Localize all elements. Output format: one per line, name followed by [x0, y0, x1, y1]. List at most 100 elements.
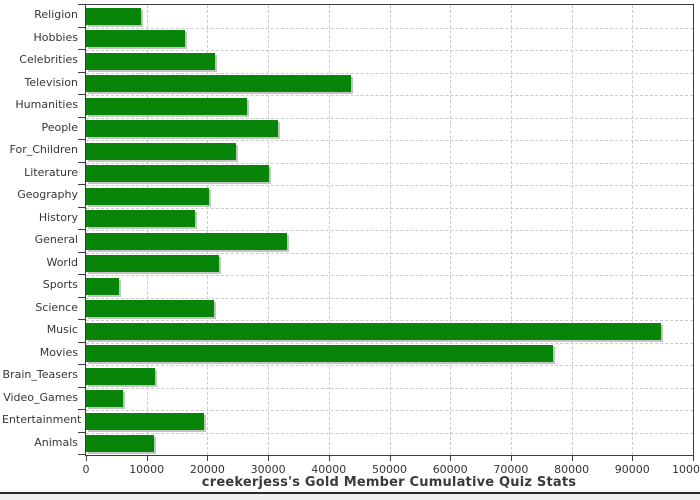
- gridline-horizontal: [86, 50, 693, 51]
- bar-literature: [86, 165, 269, 182]
- y-axis-tick: [78, 409, 85, 410]
- bar-geography: [86, 187, 210, 205]
- bar-religion: [86, 7, 141, 25]
- y-axis-tick: [78, 319, 85, 320]
- y-axis-tick: [78, 116, 85, 118]
- gridline-horizontal: [86, 432, 693, 434]
- y-axis-label: Science: [35, 300, 78, 314]
- chart-title: creekerjess's Gold Member Cumulative Qui…: [201, 475, 577, 490]
- bar-video-games: [86, 390, 124, 407]
- bar-people: [86, 120, 279, 137]
- y-axis-tick: [78, 94, 85, 95]
- x-axis-tick-label: 30000: [250, 463, 286, 476]
- x-axis-tick: [510, 456, 512, 461]
- gridline-horizontal: [86, 230, 693, 231]
- gridline-horizontal: [86, 275, 693, 276]
- gridline-horizontal: [86, 252, 693, 254]
- y-axis-label: Television: [24, 75, 79, 89]
- bar-sports: [86, 277, 119, 295]
- bar-entertainment: [86, 412, 204, 430]
- y-axis-tick: [78, 4, 85, 5]
- gridline-horizontal: [86, 410, 693, 411]
- gridline-horizontal: [86, 387, 693, 389]
- y-axis-label: World: [46, 255, 78, 269]
- y-axis-label: Hobbies: [33, 30, 78, 44]
- x-axis-tick-label: 40000: [311, 463, 347, 476]
- gridline-horizontal: [86, 140, 693, 141]
- y-axis-label: Celebrities: [19, 53, 78, 67]
- y-axis-tick: [78, 206, 85, 208]
- x-axis-tick-label: 10000: [129, 463, 165, 476]
- bar-general: [86, 232, 287, 250]
- y-axis-tick: [78, 229, 85, 230]
- x-axis-tick: [328, 456, 330, 461]
- gridline-horizontal: [86, 27, 693, 29]
- y-axis-label: Entertainment: [2, 413, 82, 427]
- y-axis-label: Movies: [39, 345, 78, 359]
- x-axis-tick-label: 70000: [493, 463, 529, 476]
- bar-movies: [86, 345, 553, 362]
- x-axis-tick-label: 100000: [672, 463, 700, 476]
- x-axis-tick: [571, 456, 573, 461]
- x-axis-tick-label: 80000: [554, 463, 590, 476]
- x-axis-tick-label: 60000: [432, 463, 468, 476]
- y-axis-label: Religion: [34, 8, 78, 22]
- bar-hobbies: [86, 30, 185, 47]
- y-axis-label: Sports: [42, 278, 78, 292]
- gridline-horizontal: [86, 72, 693, 74]
- x-axis-tick: [86, 456, 87, 461]
- y-axis-tick: [78, 274, 85, 275]
- bar-science: [86, 300, 215, 317]
- x-axis-tick: [450, 456, 452, 461]
- x-axis-tick: [693, 456, 694, 461]
- x-axis-tick-label: 50000: [372, 463, 407, 476]
- bar-television: [86, 75, 351, 92]
- y-axis-tick: [78, 139, 85, 140]
- gridline-horizontal: [86, 342, 693, 344]
- bottom-strip: [0, 494, 700, 500]
- y-axis-tick: [78, 296, 85, 298]
- y-axis-label: General: [34, 233, 78, 247]
- y-axis-label: Humanities: [15, 98, 78, 112]
- gridline-horizontal: [86, 117, 693, 119]
- y-axis-label: Literature: [24, 165, 78, 179]
- bar-world: [86, 255, 219, 272]
- x-axis-tick: [146, 456, 148, 461]
- x-axis-tick-label: 0: [82, 463, 90, 476]
- y-axis-tick: [78, 161, 85, 163]
- y-axis-label: People: [41, 120, 78, 134]
- x-axis-tick: [632, 456, 634, 461]
- gridline-horizontal: [86, 185, 693, 186]
- y-axis-label: Video_Games: [3, 390, 78, 404]
- y-axis-label: Animals: [34, 435, 78, 449]
- y-axis-label: Music: [46, 323, 78, 337]
- y-axis-tick: [78, 386, 85, 388]
- gridline-horizontal: [86, 162, 693, 164]
- y-axis-tick: [78, 184, 85, 185]
- bar-humanities: [86, 97, 247, 115]
- bar-brain-teasers: [86, 367, 155, 385]
- y-axis-tick: [78, 454, 85, 455]
- x-axis-tick: [207, 456, 209, 461]
- gridline-horizontal: [86, 207, 693, 209]
- x-axis-tick: [389, 456, 391, 461]
- y-axis-tick: [78, 364, 85, 365]
- y-axis-label: Brain_Teasers: [2, 368, 78, 382]
- y-axis-tick: [78, 26, 85, 28]
- y-axis-label: For_Children: [9, 143, 78, 157]
- y-axis-tick: [78, 49, 85, 50]
- y-axis-tick: [78, 71, 85, 73]
- x-axis-tick: [268, 456, 270, 461]
- y-axis-label: History: [38, 210, 78, 224]
- y-axis-tick: [78, 341, 85, 343]
- bar-history: [86, 210, 195, 227]
- x-axis-tick-label: 20000: [189, 463, 225, 476]
- gridline-horizontal: [86, 320, 693, 321]
- bar-animals: [86, 435, 154, 452]
- bar-for-children: [86, 142, 236, 160]
- gridline-horizontal: [86, 365, 693, 366]
- plot-area: [85, 4, 694, 456]
- y-axis-tick: [78, 251, 85, 253]
- bar-music: [86, 322, 661, 340]
